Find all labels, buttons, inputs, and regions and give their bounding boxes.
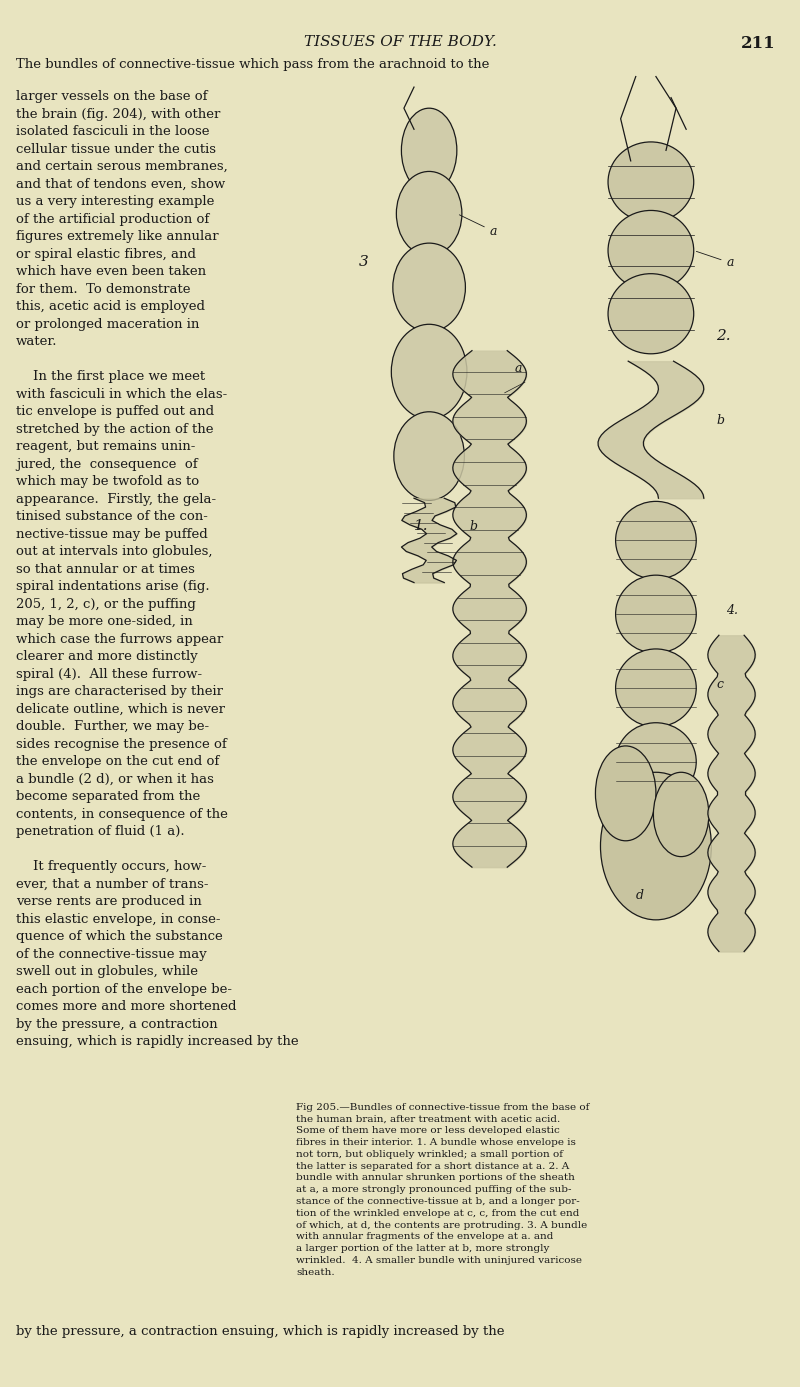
Text: TISSUES OF THE BODY.: TISSUES OF THE BODY. <box>303 35 497 49</box>
Text: The bundles of connective-tissue which pass from the arachnoid to the: The bundles of connective-tissue which p… <box>16 58 490 71</box>
Text: 211: 211 <box>742 35 776 51</box>
Text: Fig 205.—Bundles of connective-tissue from the base of
the human brain, after tr: Fig 205.—Bundles of connective-tissue fr… <box>296 1103 590 1277</box>
Text: larger vessels on the base of
the brain (fig. 204), with other
isolated fascicul: larger vessels on the base of the brain … <box>16 90 298 1049</box>
Text: by the pressure, a contraction ensuing, which is rapidly increased by the: by the pressure, a contraction ensuing, … <box>16 1326 505 1338</box>
